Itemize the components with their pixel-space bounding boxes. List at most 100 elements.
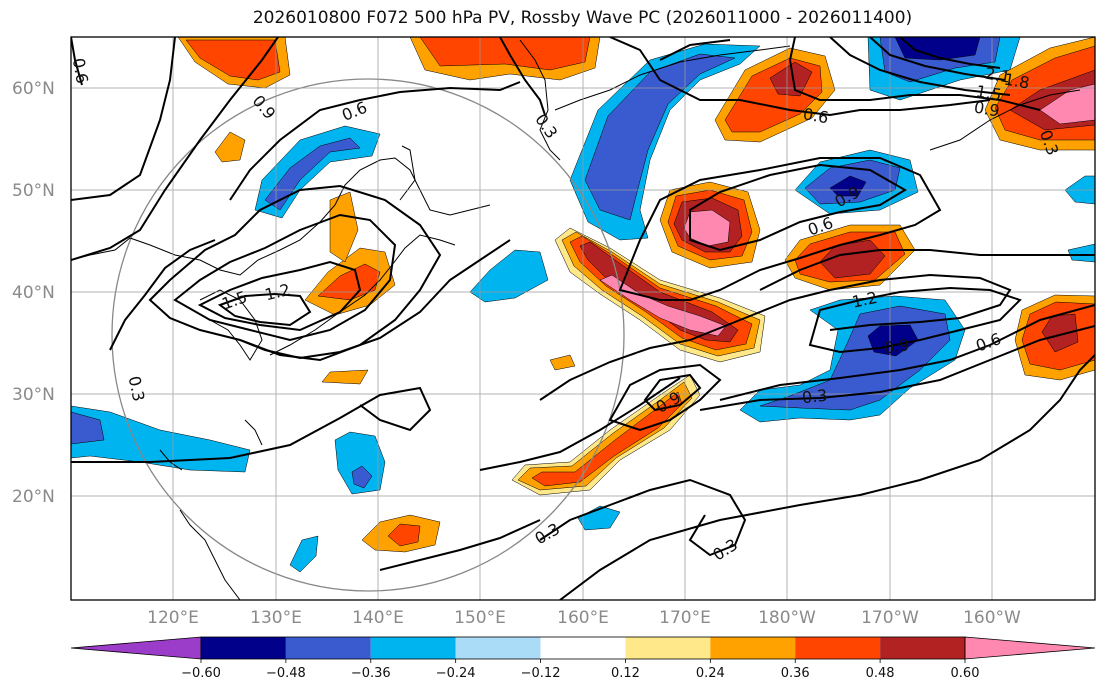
pv-contour-line — [608, 363, 722, 432]
colorbar-extend-low — [70, 636, 202, 660]
pv-positive-region — [517, 381, 693, 491]
pv-negative-region — [264, 137, 361, 211]
colorbar-segment — [625, 637, 711, 659]
pv-contour-line — [109, 239, 216, 351]
lon-label-140e: 140°E — [352, 608, 404, 628]
pv-contour-line — [71, 37, 279, 261]
contour-label: 1.5 — [975, 81, 1003, 104]
contour-label: 0.3 — [125, 374, 149, 403]
colorbar-tick-label: 0.36 — [781, 666, 810, 681]
lon-label-170w: 170°W — [861, 608, 919, 628]
lat-label-20n: 20°N — [12, 487, 55, 507]
pv-contour-line — [229, 81, 521, 201]
pv-positive-region — [214, 131, 246, 163]
pv-negative-region — [577, 505, 621, 531]
pv-negative-region — [71, 411, 105, 445]
contour-label: 2.1 — [984, 64, 1012, 87]
map-title: 2026010800 F072 500 hPa PV, Rossby Wave … — [252, 8, 913, 28]
pv-contour-line — [788, 37, 1041, 111]
contour-label: 0.6 — [69, 57, 92, 85]
pv-positive-region — [549, 354, 576, 371]
colorbar-tick-label: −0.36 — [351, 666, 391, 681]
pv-contour-line — [699, 325, 1095, 411]
colorbar-segment — [710, 637, 796, 659]
pv-contour-line — [239, 239, 511, 360]
contour-label: 1.8 — [1003, 69, 1031, 92]
colorbar-tick-label: −0.48 — [266, 666, 306, 681]
longitude-labels: 120°E 130°E 140°E 150°E 160°E 170°E 180°… — [147, 608, 1021, 628]
pv-negative-region — [289, 535, 319, 573]
pv-contour-line — [559, 354, 1095, 600]
pv-negative-region — [351, 465, 373, 489]
pv-negative-region — [469, 249, 549, 303]
pv-contour-line — [71, 37, 176, 201]
contour-labels: 0.6 0.9 0.6 0.3 0.6 0.9 0.6 1.2 0.9 0.6 … — [69, 57, 1062, 565]
pv-contour-line — [539, 478, 747, 557]
pv-contour-line — [899, 37, 1001, 69]
lat-label-60n: 60°N — [12, 79, 55, 99]
colorbar-tick-label: 0.48 — [866, 666, 895, 681]
lat-label-50n: 50°N — [12, 181, 55, 201]
colorbar-tick-label: 0.24 — [696, 666, 725, 681]
contour-label: 0.6 — [802, 104, 830, 127]
colorbar-segment — [795, 637, 881, 659]
lon-label-130e: 130°E — [250, 608, 302, 628]
pv-contour-line — [643, 373, 702, 412]
pv-negative-region — [334, 431, 386, 495]
pv-contour-line — [609, 37, 991, 117]
lon-label-120e: 120°E — [147, 608, 199, 628]
projection-circle — [111, 78, 625, 592]
pv-positive-region — [321, 369, 369, 385]
pv-contour-line — [217, 292, 312, 327]
colorbar-tick-label: −0.60 — [181, 666, 221, 681]
colorbar-extend-high — [964, 636, 1096, 660]
pv-contour-line — [539, 273, 1012, 401]
pv-contour-line — [71, 386, 432, 463]
colorbar-tick-label: −0.12 — [521, 666, 561, 681]
plot-area: 0.6 0.9 0.6 0.3 0.6 0.9 0.6 1.2 0.9 0.6 … — [69, 37, 1095, 600]
pv-contour-line — [379, 519, 541, 571]
colorbar-segment — [455, 637, 541, 659]
colorbar-segment — [285, 637, 371, 659]
colorbar: −0.60 −0.48 −0.36 −0.24 −0.12 0.12 0.24 0.36 0.4… — [70, 636, 1096, 681]
pv-contour-line — [689, 163, 907, 252]
colorbar-segment — [201, 637, 286, 659]
lon-label-160w: 160°W — [963, 608, 1021, 628]
lon-label-150e: 150°E — [454, 608, 506, 628]
plot-frame — [70, 36, 1096, 601]
colorbar-outline — [200, 636, 966, 660]
contour-label: 0.9 — [973, 97, 1001, 120]
colorbar-segment — [540, 637, 626, 659]
pv-positive-region — [531, 391, 683, 487]
pv-positive-region — [1039, 83, 1095, 125]
pv-negative-region — [894, 37, 981, 61]
pv-contour-line — [759, 249, 1095, 291]
pv-positive-region — [1041, 313, 1079, 353]
lat-label-30n: 30°N — [12, 385, 55, 405]
pv-contour-line — [808, 286, 1022, 354]
colorbar-tick-label: −0.24 — [436, 666, 476, 681]
pv-positive-region — [683, 209, 731, 247]
graticule — [71, 37, 1095, 600]
pv-positive-region — [329, 191, 359, 263]
colorbar-tick-label: 0.60 — [951, 666, 980, 681]
pv-contour-line — [869, 37, 1006, 81]
lat-label-40n: 40°N — [12, 283, 55, 303]
pv-contour-line — [659, 39, 731, 61]
colorbar-tick-label: 0.12 — [611, 666, 640, 681]
pv-contour-line — [479, 377, 681, 471]
pv-contour-line — [71, 37, 83, 86]
pv-shading-layer — [71, 37, 1095, 573]
pv-contour-line — [618, 157, 942, 301]
lon-label-170e: 170°E — [659, 608, 711, 628]
pv-contour-line — [173, 213, 397, 342]
contour-label: 1.2 — [850, 288, 879, 312]
contour-label: 0.9 — [883, 335, 911, 357]
pv-contour-line — [197, 260, 362, 332]
pv-contour-line — [499, 37, 546, 116]
colorbar-segment — [880, 637, 965, 659]
contour-label: 0.3 — [801, 386, 828, 408]
pv-positive-region — [387, 523, 421, 547]
pv-negative-region — [71, 405, 251, 473]
